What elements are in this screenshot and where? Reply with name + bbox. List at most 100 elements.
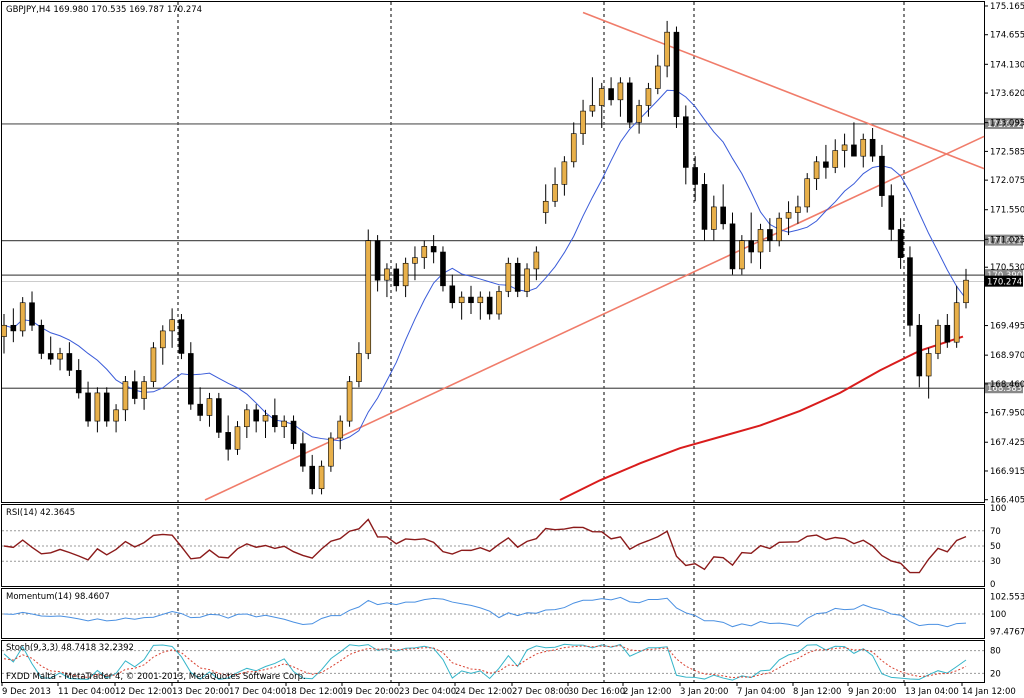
ema-line xyxy=(559,335,964,501)
candle-body xyxy=(823,161,829,168)
descending-trendline[interactable] xyxy=(582,11,985,170)
price-tick-label: 173.095 xyxy=(990,119,1024,129)
price-tick-label: 167.425 xyxy=(990,438,1024,448)
time-tick-label: 14 Jan 12:00 xyxy=(962,687,1016,697)
candle-body xyxy=(542,200,549,213)
time-tick-label: 27 Dec 08:00 xyxy=(512,687,569,697)
candle-body xyxy=(365,240,372,354)
price-tick-label: 171.025 xyxy=(990,235,1024,245)
candle-body xyxy=(393,268,400,287)
time-tick-label: 2 Jan 12:00 xyxy=(623,687,671,697)
candle-body xyxy=(664,31,670,67)
candle-body xyxy=(159,330,166,349)
price-axis: 175.165 174.655 174.130 173.620 173.095 172.5… xyxy=(984,2,1024,506)
candle-body xyxy=(711,206,717,230)
candle-body xyxy=(963,279,969,304)
candle-body xyxy=(113,409,119,422)
time-tick-label: 9 Dec 2013 xyxy=(2,687,51,697)
candle-body xyxy=(701,184,708,230)
stoch-tick-label: 20 xyxy=(990,669,1001,679)
candle-body xyxy=(589,105,596,112)
candle-body xyxy=(318,465,325,490)
time-tick-label: 13 Jan 04:00 xyxy=(905,687,959,697)
candle-body xyxy=(29,302,35,326)
level-price-label: 171.002 xyxy=(987,237,1022,247)
candle-body xyxy=(795,206,801,213)
rsi-tick-label: 0 xyxy=(990,580,995,590)
candle-body xyxy=(570,133,577,163)
candle-body xyxy=(47,353,54,360)
candle-body xyxy=(477,296,484,304)
symbol-header: GBPJPY,H4 169.980 170.535 169.787 170.27… xyxy=(6,5,202,15)
candle-body xyxy=(412,257,418,264)
level-price-label: 168.383 xyxy=(987,384,1022,394)
level-price-box xyxy=(985,234,1023,246)
candle-body xyxy=(449,285,456,304)
candle-body xyxy=(346,381,353,422)
candle-body xyxy=(739,240,745,270)
price-tick-label: 168.970 xyxy=(990,351,1024,361)
rsi-tick-label: 70 xyxy=(990,527,1001,537)
candle-body xyxy=(944,324,951,343)
candle-body xyxy=(384,268,390,281)
candle-body xyxy=(720,206,726,225)
time-tick-label: 18 Dec 12:00 xyxy=(286,687,343,697)
momentum-tick-label: 97.4767 xyxy=(990,627,1024,637)
candle-body xyxy=(234,426,241,450)
time-tick-label: 3 Jan 20:00 xyxy=(680,687,728,697)
price-tick-label: 174.130 xyxy=(990,60,1024,70)
candle-body xyxy=(533,251,540,270)
candle-body xyxy=(888,195,895,230)
trendlines xyxy=(204,11,985,501)
candle-body xyxy=(421,246,428,258)
sma-line xyxy=(3,89,967,442)
rsi-tick-label: 30 xyxy=(990,557,1001,567)
candle-body xyxy=(767,229,773,242)
candle-body xyxy=(131,381,138,399)
time-tick-label: 30 Dec 16:00 xyxy=(568,687,625,697)
price-tick-label: 174.655 xyxy=(990,31,1024,41)
candle-body xyxy=(281,420,287,428)
candle-body xyxy=(636,105,642,123)
candle-body xyxy=(1,324,7,337)
candles xyxy=(1,20,969,495)
candle-body xyxy=(907,257,913,326)
candle-body xyxy=(561,161,568,185)
candle-body xyxy=(683,116,689,168)
price-tick-label: 166.915 xyxy=(990,467,1024,477)
level-price-box xyxy=(985,269,1023,281)
time-tick-label: 23 Dec 04:00 xyxy=(399,687,456,697)
ascending-trendline[interactable] xyxy=(204,135,985,501)
level-price-box xyxy=(985,117,1023,129)
candle-body xyxy=(916,324,923,377)
price-tick-label: 170.530 xyxy=(990,263,1024,273)
time-tick-label: 24 Dec 12:00 xyxy=(455,687,512,697)
candle-body xyxy=(776,217,783,242)
candle-body xyxy=(832,150,839,168)
candle-body xyxy=(66,353,73,371)
time-axis: 9 Dec 2013 11 Dec 04:00 12 Dec 12:00 13 Dec… xyxy=(1,683,1016,697)
candle-body xyxy=(673,31,680,118)
candle-body xyxy=(514,262,521,292)
candle-body xyxy=(328,437,334,467)
candle-body xyxy=(879,155,885,196)
rsi-pane[interactable] xyxy=(1,504,985,587)
price-tick-label: 172.075 xyxy=(990,176,1024,186)
candle-body xyxy=(804,178,811,208)
candle-body xyxy=(552,184,558,202)
candle-body xyxy=(645,88,652,106)
price-tick-label: 173.620 xyxy=(990,89,1024,99)
candle-body xyxy=(598,88,605,106)
main-pane[interactable] xyxy=(1,1,985,503)
candle-body xyxy=(225,432,231,450)
candle-body xyxy=(216,398,222,433)
candle-body xyxy=(851,144,857,157)
candle-body xyxy=(524,268,530,292)
candle-body xyxy=(692,167,698,185)
level-price-label: 173.072 xyxy=(987,120,1022,130)
momentum-tick-label: 100 xyxy=(990,610,1006,620)
